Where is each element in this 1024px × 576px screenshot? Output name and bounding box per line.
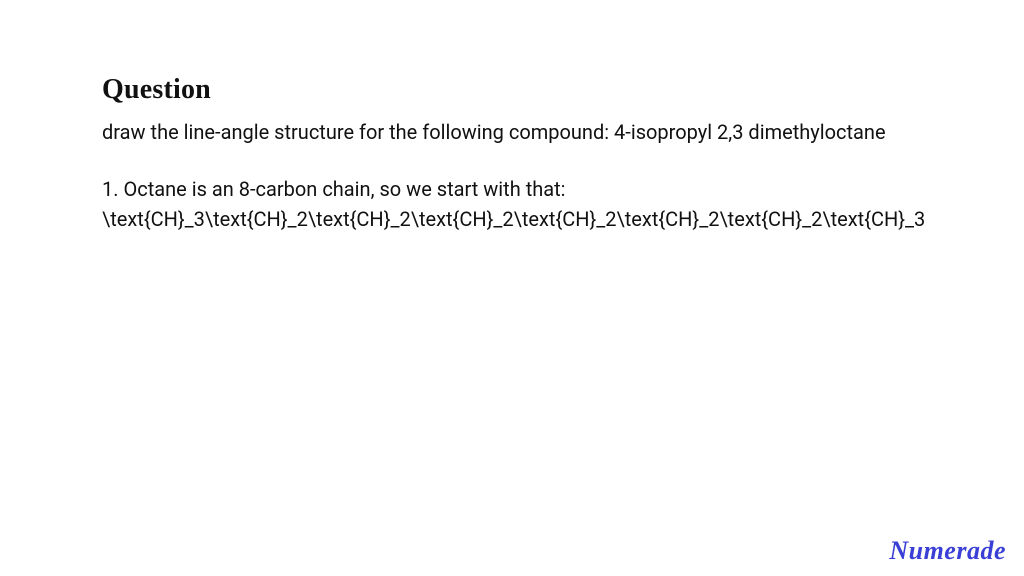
step-text: Octane is an 8-carbon chain, so we start… xyxy=(123,177,565,201)
solution-step-1: 1. Octane is an 8-carbon chain, so we st… xyxy=(102,174,922,204)
page-canvas: Question draw the line-angle structure f… xyxy=(0,0,1024,576)
content-block: Question draw the line-angle structure f… xyxy=(102,74,922,234)
brand-logo: Numerade xyxy=(889,536,1006,566)
question-prompt: draw the line-angle structure for the fo… xyxy=(102,118,922,146)
question-heading: Question xyxy=(102,74,922,106)
step-number: 1. xyxy=(102,177,119,201)
chemical-formula: \text{CH}_3\text{CH}_2\text{CH}_2\text{C… xyxy=(102,204,922,234)
